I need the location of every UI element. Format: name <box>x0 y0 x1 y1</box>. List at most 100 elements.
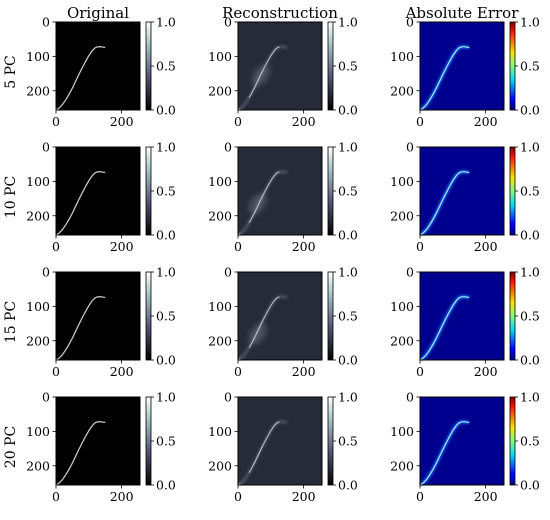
curve-line <box>238 171 288 236</box>
y-tick-label: 100 <box>208 299 232 314</box>
colorbar-tick-label: 0.0 <box>338 478 358 493</box>
panel-20pc-1: 0 100 200 0 200 0.0 0.5 1.0 <box>208 390 358 505</box>
colorbar-tick-label: 0.5 <box>520 434 540 449</box>
colorbar-tick-label: 1.0 <box>338 390 358 405</box>
y-tick-label: 0 <box>406 140 414 155</box>
colorbar-tick-label: 0.0 <box>520 103 540 118</box>
colorbar-tick-label: 1.0 <box>338 15 358 30</box>
curve-line <box>420 46 470 111</box>
x-tick-label: 0 <box>234 489 242 504</box>
column-title-reconstruction: Reconstruction <box>222 4 338 22</box>
panel-5pc-2: 0 100 200 0 200 0.0 0.5 1.0 <box>390 15 540 130</box>
x-tick-label: 0 <box>234 114 242 129</box>
panel-5pc-0: 0 100 200 0 200 0.0 0.5 1.0 <box>26 15 176 130</box>
y-tick-label: 200 <box>26 208 50 223</box>
colorbar-tick-label: 1.0 <box>156 140 176 155</box>
curve-line <box>420 296 470 361</box>
colorbar-tick-label: 1.0 <box>156 265 176 280</box>
colorbar-tick-label: 1.0 <box>156 390 176 405</box>
y-tick-label: 0 <box>42 265 50 280</box>
colorbar-tick-label: 1.0 <box>520 390 540 405</box>
panel-15pc-0: 0 100 200 0 200 0.0 0.5 1.0 <box>26 265 176 380</box>
axes-frame <box>237 271 323 361</box>
axes-frame <box>237 396 323 486</box>
colorbar-tick-label: 1.0 <box>520 265 540 280</box>
colorbar-tick-label: 0.5 <box>338 59 358 74</box>
axes-frame <box>55 21 141 111</box>
colorbar <box>145 146 152 236</box>
colorbar-tick-label: 1.0 <box>338 140 358 155</box>
curve-line <box>56 421 106 486</box>
x-tick-label: 200 <box>292 489 316 504</box>
y-tick-label: 200 <box>208 208 232 223</box>
panel-15pc-1: 0 100 200 0 200 0.0 0.5 1.0 <box>208 265 358 380</box>
colorbar-tick-label: 0.0 <box>338 353 358 368</box>
image-area <box>56 22 140 110</box>
colorbar-tick-label: 0.0 <box>156 228 176 243</box>
image-area <box>56 147 140 235</box>
colorbar <box>145 396 152 486</box>
x-tick-label: 0 <box>416 489 424 504</box>
row-label-10pc: 10 PC <box>3 176 19 218</box>
colorbar-tick-label: 0.5 <box>156 434 176 449</box>
x-tick-label: 200 <box>292 239 316 254</box>
curve-line <box>56 171 106 236</box>
x-tick-label: 200 <box>110 489 134 504</box>
x-tick-label: 200 <box>474 489 498 504</box>
panel-15pc-2: 0 100 200 0 200 0.0 0.5 1.0 <box>390 265 540 380</box>
axes-frame <box>419 146 505 236</box>
axes-frame <box>419 396 505 486</box>
y-tick-label: 0 <box>42 15 50 30</box>
y-tick-label: 100 <box>26 299 50 314</box>
x-tick-label: 200 <box>474 364 498 379</box>
panel-10pc-0: 0 100 200 0 200 0.0 0.5 1.0 <box>26 140 176 255</box>
y-tick-label: 200 <box>208 333 232 348</box>
y-tick-label: 200 <box>26 333 50 348</box>
panel-10pc-2: 0 100 200 0 200 0.0 0.5 1.0 <box>390 140 540 255</box>
y-tick-label: 0 <box>406 15 414 30</box>
x-tick-label: 0 <box>52 364 60 379</box>
colorbar <box>145 271 152 361</box>
colorbar-tick-label: 0.5 <box>338 434 358 449</box>
x-tick-label: 0 <box>234 364 242 379</box>
x-tick-label: 200 <box>110 364 134 379</box>
y-tick-label: 100 <box>26 49 50 64</box>
colorbar-tick-label: 0.5 <box>338 309 358 324</box>
x-tick-label: 200 <box>474 239 498 254</box>
colorbar-tick-label: 0.0 <box>520 478 540 493</box>
colorbar-tick-label: 0.5 <box>338 184 358 199</box>
y-tick-label: 100 <box>390 49 414 64</box>
y-tick-label: 200 <box>390 333 414 348</box>
x-tick-label: 0 <box>52 489 60 504</box>
x-tick-label: 200 <box>110 239 134 254</box>
axes-frame <box>419 21 505 111</box>
colorbar-tick-label: 0.0 <box>156 353 176 368</box>
curve-line <box>56 296 106 361</box>
y-tick-label: 0 <box>224 390 232 405</box>
y-tick-label: 100 <box>390 174 414 189</box>
x-tick-label: 0 <box>416 114 424 129</box>
colorbar-tick-label: 1.0 <box>338 265 358 280</box>
curve-line <box>56 46 106 111</box>
panel-20pc-0: 0 100 200 0 200 0.0 0.5 1.0 <box>26 390 176 505</box>
y-tick-label: 100 <box>390 424 414 439</box>
axes-frame <box>55 396 141 486</box>
y-tick-label: 200 <box>208 458 232 473</box>
colorbar-tick-label: 0.5 <box>520 309 540 324</box>
panel-grid: 0 100 200 0 200 0.0 0.5 1.0 0 100 200 0 200 0.0 0.5 1.0… <box>26 15 540 505</box>
y-tick-label: 200 <box>26 458 50 473</box>
curve-line <box>420 421 470 486</box>
x-tick-label: 200 <box>474 114 498 129</box>
x-tick-label: 200 <box>110 114 134 129</box>
y-tick-label: 200 <box>390 83 414 98</box>
row-label-20pc: 20 PC <box>3 426 19 468</box>
axes-frame <box>55 271 141 361</box>
colorbar-tick-label: 0.5 <box>156 59 176 74</box>
colorbar <box>509 271 516 361</box>
y-tick-label: 0 <box>406 265 414 280</box>
y-tick-label: 200 <box>208 83 232 98</box>
y-tick-label: 100 <box>390 299 414 314</box>
colorbar <box>327 146 334 236</box>
curve-line <box>238 421 288 486</box>
